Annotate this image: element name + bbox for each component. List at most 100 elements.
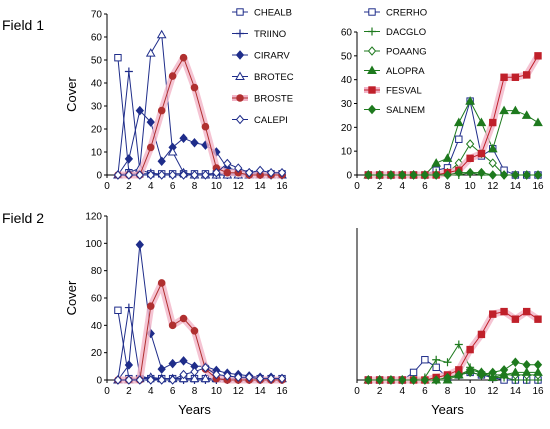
series-CALEPI <box>113 362 287 385</box>
data-point <box>465 96 475 105</box>
legend-marker <box>368 27 376 36</box>
x-tick-label: 10 <box>211 386 223 397</box>
y-tick-label: 10 <box>341 147 353 158</box>
legend-item: CHEALB <box>232 8 292 19</box>
data-point <box>266 167 276 178</box>
legend: CHEALB TRIINO CIRARV BROTEC BROSTE CALEPI <box>232 8 294 126</box>
data-point <box>364 170 373 180</box>
series-line <box>368 361 538 381</box>
legend-item: CRERHO <box>364 8 427 19</box>
data-point <box>487 143 498 153</box>
data-point <box>179 369 188 380</box>
data-point <box>277 167 287 178</box>
data-point <box>533 360 543 370</box>
data-point <box>255 165 265 176</box>
x-tick-label: 2 <box>377 181 383 192</box>
x-tick-label: 4 <box>148 181 154 192</box>
x-tick-label: 6 <box>170 386 176 397</box>
x-tick-label: 10 <box>465 386 477 397</box>
data-point <box>420 375 430 385</box>
data-point <box>386 170 396 180</box>
data-point <box>266 373 276 384</box>
data-point <box>432 375 441 385</box>
data-point <box>223 168 232 177</box>
data-point <box>489 118 497 127</box>
x-tick-label: 2 <box>126 386 132 397</box>
data-point <box>489 310 497 318</box>
chart-panel-4: 0 2 4 6 8 10 12 14 16 Years <box>354 228 544 417</box>
x-axis-label: Years <box>431 402 464 417</box>
y-tick-label: 40 <box>341 75 353 86</box>
y-tick-label: 50 <box>341 51 353 62</box>
data-point <box>157 279 166 287</box>
series-BROSTE <box>114 279 286 384</box>
data-point <box>135 375 144 385</box>
x-tick-label: 16 <box>276 386 288 397</box>
data-point <box>168 358 177 369</box>
x-tick-label: 8 <box>445 181 451 192</box>
data-point <box>398 375 407 385</box>
data-point <box>124 67 133 76</box>
data-point <box>454 340 463 349</box>
legend-item: POAANG <box>364 46 427 58</box>
legend-item: ALOPRA <box>364 65 425 77</box>
series-line <box>117 367 282 381</box>
x-axis-label: Years <box>178 402 211 417</box>
data-point <box>466 154 474 163</box>
x-tick-label: 10 <box>465 181 477 192</box>
data-point <box>146 170 155 180</box>
series-highlight <box>117 279 282 384</box>
data-point <box>455 135 463 143</box>
x-tick-label: 12 <box>487 386 499 397</box>
data-point <box>534 52 542 60</box>
legend-item: TRIINO <box>232 29 286 40</box>
series-SALNEM <box>364 357 543 385</box>
legend-marker <box>236 29 244 38</box>
data-point <box>113 375 123 385</box>
legend-marker <box>367 46 377 56</box>
data-point <box>113 170 123 180</box>
data-point <box>156 29 167 39</box>
data-point <box>146 117 155 127</box>
y-tick-label: 20 <box>91 125 103 136</box>
data-point <box>168 321 177 330</box>
data-point <box>488 158 497 168</box>
data-point <box>500 307 508 316</box>
data-point <box>168 72 177 80</box>
data-point <box>511 315 520 323</box>
data-point <box>146 375 155 385</box>
data-point <box>511 170 520 180</box>
legend-item: CALEPI <box>232 114 288 126</box>
data-point <box>476 117 487 127</box>
data-point <box>421 356 429 364</box>
legend-label: CRERHO <box>386 8 427 19</box>
data-point <box>179 356 188 366</box>
legend-label: CALEPI <box>254 115 288 126</box>
data-point <box>135 239 144 250</box>
y-tick-label: 70 <box>91 10 103 21</box>
y-tick-label: 60 <box>91 294 103 305</box>
y-tick-label: 100 <box>85 239 102 250</box>
legend-marker <box>236 8 244 16</box>
y-tick-label: 80 <box>91 266 103 277</box>
legend-label: BROSTE <box>254 94 293 105</box>
y-tick-label: 10 <box>91 148 103 159</box>
y-tick-label: 0 <box>96 376 102 387</box>
legend-label: CIRARV <box>254 51 290 62</box>
data-point <box>522 307 531 316</box>
data-point <box>499 170 509 180</box>
legend-item: SALNEM <box>364 104 425 116</box>
data-point <box>145 48 156 57</box>
data-point <box>124 360 134 370</box>
x-tick-label: 4 <box>148 386 154 397</box>
data-point <box>409 170 418 180</box>
data-point <box>477 330 486 339</box>
data-point <box>114 306 122 315</box>
x-tick-label: 8 <box>445 386 451 397</box>
legend-item: FESVAL <box>364 86 422 97</box>
x-tick-label: 16 <box>276 181 288 192</box>
data-point <box>212 369 221 380</box>
data-point <box>465 167 475 178</box>
chart-panel-1: 0 2 4 6 8 10 12 14 16 0 10 20 30 40 50 60 70 Cover CHEALB T… <box>64 8 294 193</box>
